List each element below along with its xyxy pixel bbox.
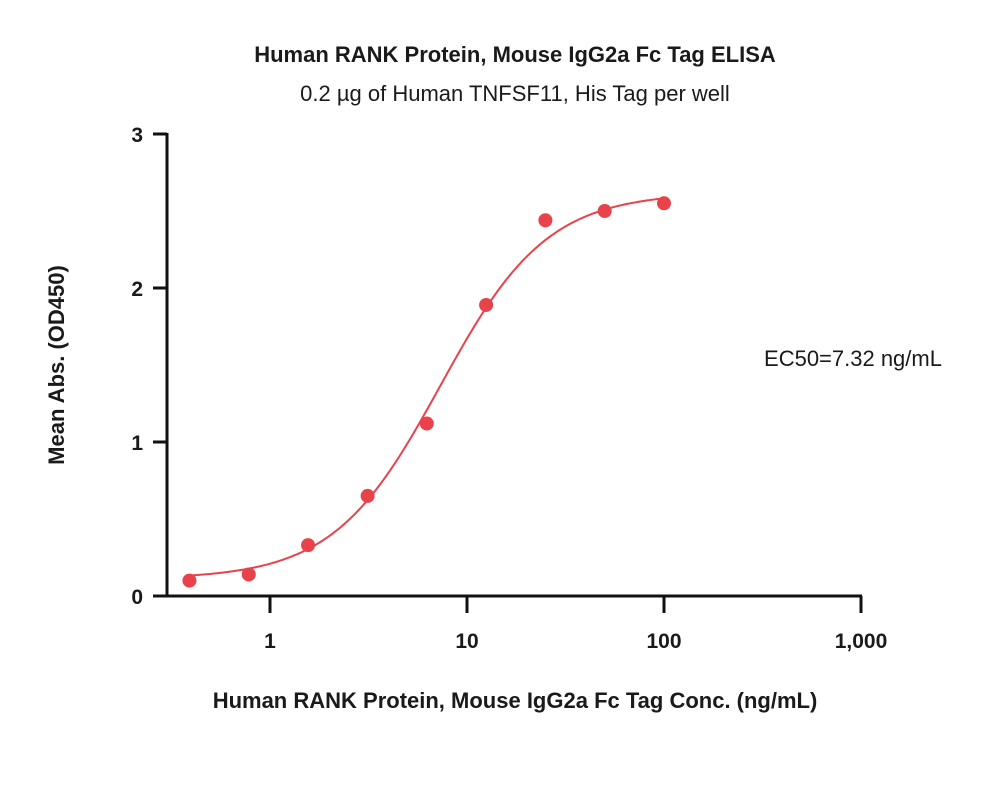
data-point xyxy=(360,488,375,503)
chart-subtitle: 0.2 µg of Human TNFSF11, His Tag per wel… xyxy=(300,81,730,106)
y-axis-label: Mean Abs. (OD450) xyxy=(44,265,69,465)
y-tick-label: 0 xyxy=(131,586,143,609)
x-tick-label: 100 xyxy=(646,630,681,653)
axes: 0 1 2 3 1 10 100 1,000 xyxy=(131,124,887,653)
x-tick-label: 1 xyxy=(264,630,276,653)
data-points-layer xyxy=(182,196,672,588)
data-point xyxy=(597,204,612,218)
data-point xyxy=(301,538,316,553)
x-tick-label: 10 xyxy=(455,630,478,653)
y-tick-label: 3 xyxy=(131,124,143,147)
chart-title: Human RANK Protein, Mouse IgG2a Fc Tag E… xyxy=(254,42,776,67)
data-point xyxy=(241,567,256,582)
data-point xyxy=(538,213,553,228)
y-tick-label: 1 xyxy=(131,432,143,455)
y-tick-label: 2 xyxy=(131,278,143,301)
fit-curve xyxy=(189,197,665,577)
x-tick-label: 1,000 xyxy=(835,630,888,653)
fit-curve-layer xyxy=(189,197,665,577)
data-point xyxy=(657,196,672,211)
data-point xyxy=(419,416,434,431)
data-point xyxy=(479,297,494,312)
data-point xyxy=(182,573,197,588)
x-axis-label: Human RANK Protein, Mouse IgG2a Fc Tag C… xyxy=(213,688,818,713)
ec50-annotation: EC50=7.32 ng/mL xyxy=(764,346,942,371)
